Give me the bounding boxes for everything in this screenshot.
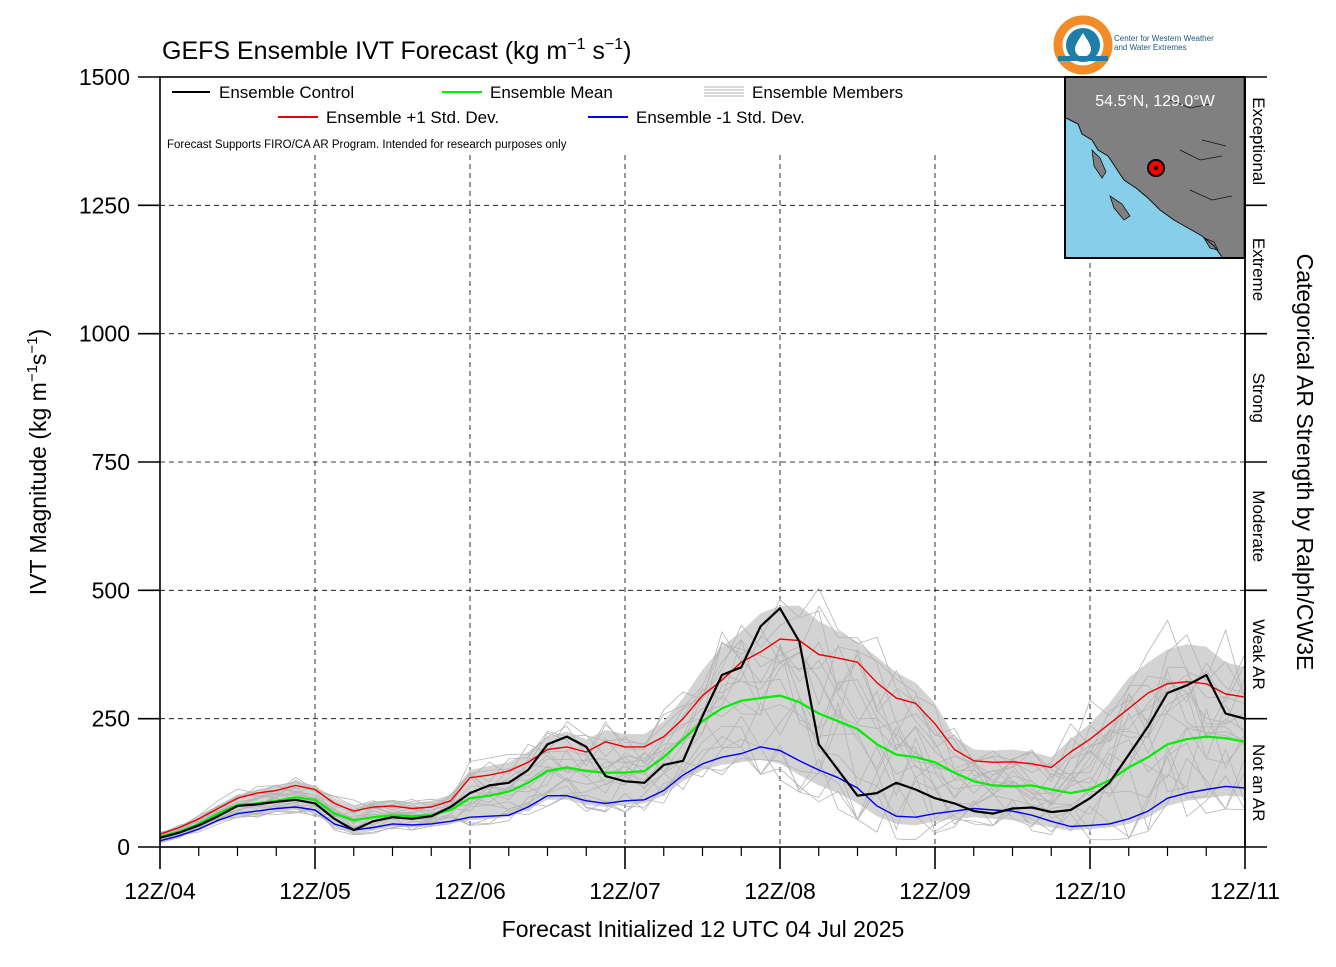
x-tick-label: 12Z/08 bbox=[744, 878, 816, 904]
category-label: Moderate bbox=[1249, 490, 1268, 562]
x-axis: 12Z/04 12Z/05 12Z/06 12Z/07 12Z/08 12Z/09 12Z/… bbox=[124, 847, 1280, 904]
y-tick-label: 0 bbox=[117, 834, 130, 860]
inset-frame bbox=[1064, 76, 1246, 259]
disclaimer-text: Forecast Supports FIRO/CA AR Program. In… bbox=[167, 139, 567, 151]
inset-rivers bbox=[1169, 99, 1233, 201]
member-line bbox=[159, 644, 1246, 836]
cw3e-logo: Center for Western Weather and Water Ext… bbox=[1053, 15, 1214, 75]
inset-ocean bbox=[1066, 118, 1222, 257]
category-label: Exceptional bbox=[1249, 97, 1268, 185]
control-line bbox=[159, 607, 1246, 839]
x-tick-label: 12Z/07 bbox=[589, 878, 661, 904]
logo-text-line2: and Water Extremes bbox=[1114, 43, 1187, 52]
y-tick-label: 250 bbox=[92, 706, 130, 732]
plus-std-line bbox=[159, 638, 1246, 835]
logo-ring-orange bbox=[1053, 15, 1113, 75]
x-tick-label: 12Z/11 bbox=[1210, 878, 1280, 904]
member-line bbox=[159, 599, 1246, 835]
y-axis-label: IVT Magnitude (kg m−1s−1) bbox=[24, 329, 51, 595]
legend-label-control: Ensemble Control bbox=[219, 83, 354, 102]
spread-envelope bbox=[160, 605, 1245, 842]
x-tick-label: 12Z/04 bbox=[124, 878, 196, 904]
category-label: Extreme bbox=[1249, 238, 1268, 301]
y-tick-label: 500 bbox=[92, 577, 130, 603]
right-axis-label: Categorical AR Strength by Ralph/CW3E bbox=[1292, 254, 1318, 671]
ensemble-spread bbox=[160, 605, 1245, 842]
category-label: Strong bbox=[1249, 373, 1268, 423]
x-tick-label: 12Z/05 bbox=[279, 878, 351, 904]
x-tick-label: 12Z/10 bbox=[1054, 878, 1126, 904]
legend-swatch-members bbox=[704, 86, 744, 97]
chart-title: GEFS Ensemble IVT Forecast (kg m−1 s−1) bbox=[162, 36, 632, 65]
minus-std-line bbox=[159, 746, 1246, 842]
category-label: Weak AR bbox=[1249, 619, 1268, 690]
logo-wave-band bbox=[1058, 56, 1108, 61]
logo-text-line1: Center for Western Weather bbox=[1114, 34, 1214, 43]
x-tick-label: 12Z/09 bbox=[899, 878, 971, 904]
water-drop-icon bbox=[1075, 33, 1091, 57]
legend-label-minus-std: Ensemble -1 Std. Dev. bbox=[636, 108, 805, 127]
member-line bbox=[159, 722, 1246, 842]
x-axis-label: Forecast Initialized 12 UTC 04 Jul 2025 bbox=[502, 916, 905, 942]
inset-coastline bbox=[1065, 117, 1223, 258]
inset-islands bbox=[1091, 148, 1219, 251]
legend: Ensemble Control Ensemble Mean Ensemble … bbox=[167, 83, 903, 151]
category-label: Not an AR bbox=[1249, 744, 1268, 822]
location-marker-center bbox=[1154, 166, 1158, 170]
location-inset-map: 54.5°N, 129.0°W bbox=[1064, 76, 1246, 259]
mean-line bbox=[159, 694, 1246, 838]
legend-label-members: Ensemble Members bbox=[752, 83, 903, 102]
y-tick-label: 750 bbox=[92, 449, 130, 475]
member-line bbox=[159, 752, 1246, 843]
x-tick-label: 12Z/06 bbox=[434, 878, 506, 904]
legend-label-mean: Ensemble Mean bbox=[490, 83, 613, 102]
series-lines bbox=[159, 607, 1246, 842]
member-line bbox=[159, 605, 1246, 833]
y-tick-label: 1250 bbox=[79, 192, 130, 218]
ar-category-axis: Not an AR Weak AR Moderate Strong Extreme Exc… bbox=[1244, 76, 1268, 848]
inset-coordinates: 54.5°N, 129.0°W bbox=[1095, 93, 1215, 110]
y-axis: 0 250 500 750 1000 1250 1500 bbox=[79, 64, 160, 860]
legend-label-plus-std: Ensemble +1 Std. Dev. bbox=[326, 108, 499, 127]
y-tick-label: 1500 bbox=[79, 64, 130, 90]
y-tick-label: 1000 bbox=[79, 321, 130, 347]
